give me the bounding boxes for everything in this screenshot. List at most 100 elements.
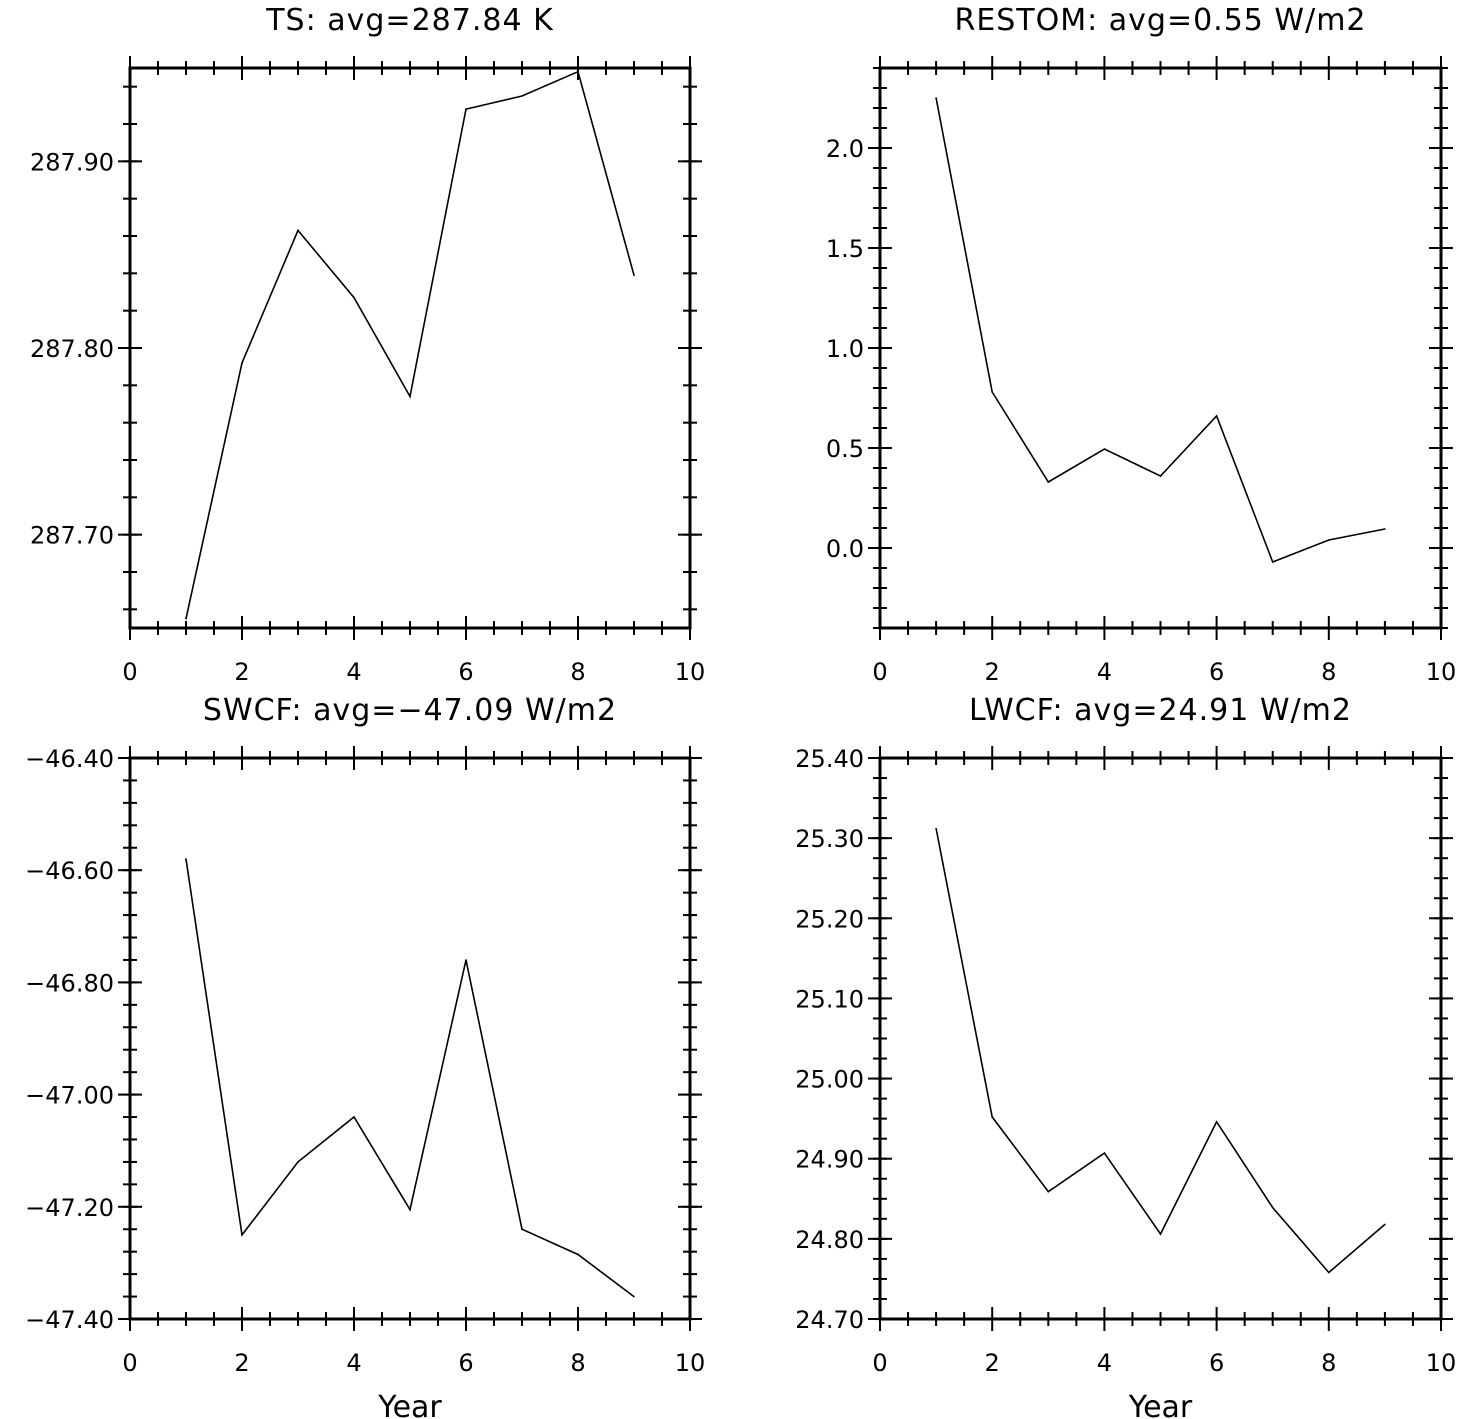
series-line <box>935 828 1386 1274</box>
data-point <box>465 108 467 110</box>
data-point <box>465 959 467 961</box>
data-point <box>409 1208 411 1211</box>
data-point <box>1271 1206 1274 1209</box>
chart-panel-4: LWCF: avg=24.91 W/m2 0 2 4 6 8 10 25.40 25.30 25.… <box>795 693 1456 1419</box>
y-tick-label: −46.40 <box>25 745 114 773</box>
data-point <box>577 1253 579 1256</box>
x-tick-label: 6 <box>458 658 473 686</box>
data-point <box>935 97 937 99</box>
data-point <box>1047 481 1050 483</box>
y-tick-label: −46.80 <box>25 969 114 997</box>
data-point <box>1328 1271 1330 1274</box>
y-tick-label: −47.20 <box>25 1194 114 1222</box>
data-point <box>241 362 243 364</box>
x-tick-label: 2 <box>985 1349 1000 1377</box>
data-point <box>991 1116 993 1118</box>
plot-frame <box>128 756 692 1321</box>
x-tick-label: 0 <box>872 658 887 686</box>
y-tick-label: 0.0 <box>826 535 864 563</box>
data-point <box>297 1161 299 1163</box>
x-tick-label: 2 <box>234 658 249 686</box>
plot-frame <box>128 66 692 630</box>
series-line <box>185 70 635 619</box>
data-point <box>1103 1152 1106 1154</box>
y-tick-label: 287.80 <box>30 335 114 363</box>
data-point <box>633 274 635 277</box>
x-tick-label: 10 <box>1426 658 1457 686</box>
y-tick-label: 24.70 <box>795 1306 864 1334</box>
data-point <box>409 395 411 398</box>
data-point <box>633 1295 635 1298</box>
data-point <box>297 229 299 232</box>
x-tick-label: 6 <box>1209 1349 1224 1377</box>
x-tick-label: 0 <box>872 1349 887 1377</box>
y-tick-label: 0.5 <box>826 435 864 463</box>
data-point <box>1047 1190 1050 1193</box>
data-point <box>353 1116 355 1118</box>
x-tick-label: 8 <box>1321 1349 1336 1377</box>
y-tick-label: 25.10 <box>795 985 864 1013</box>
x-axis-label: Year <box>377 1390 442 1419</box>
data-point <box>185 858 187 860</box>
x-tick-label: 4 <box>346 658 361 686</box>
x-tick-label: 8 <box>570 1349 585 1377</box>
chart-panel-3: SWCF: avg=−47.09 W/m2 0 2 4 6 8 10 −46.40 −46.60… <box>25 693 705 1419</box>
y-tick-label: 25.30 <box>795 825 864 853</box>
y-tick-label: 1.0 <box>826 335 864 363</box>
data-point <box>1159 475 1162 477</box>
data-point <box>935 827 937 830</box>
x-tick-label: 4 <box>346 1349 361 1377</box>
chart-title: RESTOM: avg=0.55 W/m2 <box>954 3 1366 38</box>
chart-title: LWCF: avg=24.91 W/m2 <box>969 693 1352 728</box>
series-line <box>185 858 635 1298</box>
data-point <box>185 617 187 620</box>
data-point <box>1215 415 1218 417</box>
x-tick-label: 4 <box>1097 1349 1112 1377</box>
x-tick-label: 2 <box>234 1349 249 1377</box>
data-point <box>353 296 355 299</box>
x-tick-label: 0 <box>122 658 137 686</box>
y-tick-label: 1.5 <box>826 235 864 263</box>
x-tick-label: 10 <box>675 1349 706 1377</box>
data-point <box>1103 448 1106 450</box>
y-tick-label: 24.90 <box>795 1146 864 1174</box>
x-tick-label: 6 <box>458 1349 473 1377</box>
y-tick-label: 287.70 <box>30 522 114 550</box>
y-tick-label: 2.0 <box>826 135 864 163</box>
chart-panel-1: TS: avg=287.84 K 0 2 4 6 8 10 287.70 287.80 287.9… <box>30 3 705 686</box>
data-point <box>991 391 993 393</box>
x-tick-label: 0 <box>122 1349 137 1377</box>
data-point <box>521 1228 523 1231</box>
y-tick-label: −47.40 <box>25 1306 114 1334</box>
y-tick-label: 25.00 <box>795 1066 864 1094</box>
data-point <box>1384 1223 1386 1226</box>
y-tick-label: 25.40 <box>795 745 864 773</box>
y-tick-label: −47.00 <box>25 1082 114 1110</box>
chart-title: TS: avg=287.84 K <box>265 3 554 38</box>
x-tick-label: 2 <box>985 658 1000 686</box>
series-line <box>935 97 1386 564</box>
data-point <box>1384 528 1386 530</box>
x-tick-label: 6 <box>1209 658 1224 686</box>
y-tick-label: 24.80 <box>795 1226 864 1254</box>
data-point <box>1159 1233 1162 1235</box>
y-tick-label: 287.90 <box>30 148 114 176</box>
x-tick-label: 4 <box>1097 658 1112 686</box>
x-axis-label: Year <box>1128 1390 1193 1419</box>
data-point <box>521 95 523 97</box>
data-point <box>577 70 579 73</box>
data-point <box>1328 539 1330 541</box>
x-tick-label: 10 <box>1426 1349 1457 1377</box>
chart-panel-2: RESTOM: avg=0.55 W/m2 0 2 4 6 8 10 0.0 0.5 1.0 1.5… <box>826 3 1456 686</box>
y-tick-label: 25.20 <box>795 905 864 933</box>
data-point <box>1271 561 1274 563</box>
x-tick-label: 8 <box>1321 658 1336 686</box>
chart-title: SWCF: avg=−47.09 W/m2 <box>203 693 617 728</box>
x-tick-label: 8 <box>570 658 585 686</box>
plot-frame <box>878 66 1443 630</box>
data-point <box>1215 1121 1218 1123</box>
y-tick-label: −46.60 <box>25 857 114 885</box>
data-point <box>241 1234 243 1236</box>
x-tick-label: 10 <box>675 658 706 686</box>
